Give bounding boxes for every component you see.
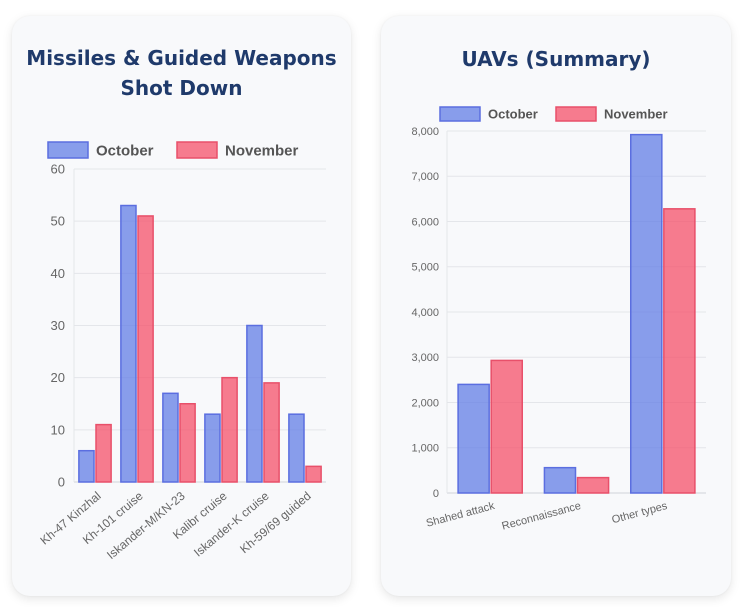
uavs-bar-november-other-types[interactable] bbox=[663, 208, 696, 494]
uavs-legend-swatch-november[interactable] bbox=[555, 106, 597, 122]
missiles-y-tick-label: 40 bbox=[51, 266, 65, 281]
missiles-bar-november-kalibr-cruise[interactable] bbox=[221, 376, 238, 483]
missiles-bar-november-iskander-m-kn-23[interactable] bbox=[179, 403, 196, 483]
missiles-legend-label-october[interactable]: October bbox=[96, 142, 154, 159]
uavs-x-tick-label: Shahed attack bbox=[425, 500, 497, 530]
missiles-y-tick-label: 30 bbox=[51, 318, 65, 333]
uavs-y-tick-label: 1,000 bbox=[411, 443, 439, 455]
uavs-y-tick-label: 4,000 bbox=[411, 307, 439, 319]
uavs-y-tick-label: 8,000 bbox=[411, 126, 439, 138]
uavs-y-tick-label: 3,000 bbox=[411, 352, 439, 364]
missiles-y-tick-label: 10 bbox=[51, 422, 65, 437]
uavs-y-tick-label: 2,000 bbox=[411, 397, 439, 409]
uavs-legend-label-november[interactable]: November bbox=[604, 107, 668, 122]
missiles-chart-card: Missiles & Guided Weapons Shot Down bbox=[12, 16, 351, 596]
uavs-bar-october-reconnaissance[interactable] bbox=[543, 466, 577, 494]
uavs-x-tick-label: Reconnaissance bbox=[501, 500, 583, 533]
missiles-bar-november-kh-101-cruise[interactable] bbox=[137, 215, 154, 483]
uavs-bar-november-shahed-attack[interactable] bbox=[490, 359, 523, 494]
uavs-chart-title: UAVs (Summary) bbox=[461, 47, 651, 71]
missiles-y-tick-label: 50 bbox=[51, 214, 65, 229]
uavs-bar-november-reconnaissance[interactable] bbox=[576, 476, 610, 494]
missiles-bar-november-kh-47-kinzhal[interactable] bbox=[95, 423, 112, 483]
missiles-bar-november-iskander-k-cruise[interactable] bbox=[263, 382, 280, 483]
missiles-bar-october-kh-59-69-guided[interactable] bbox=[288, 413, 305, 483]
uavs-x-tick-label: Other types bbox=[611, 500, 670, 526]
missiles-bar-october-iskander-k-cruise[interactable] bbox=[246, 324, 263, 483]
uavs-y-tick-label: 5,000 bbox=[411, 262, 439, 274]
uavs-legend-swatch-october[interactable] bbox=[439, 106, 481, 122]
uavs-bar-october-shahed-attack[interactable] bbox=[457, 383, 490, 494]
missiles-y-tick-label: 60 bbox=[51, 162, 65, 177]
missiles-y-tick-label: 0 bbox=[58, 475, 65, 490]
missiles-chart-title: Missiles & Guided Weapons Shot Down bbox=[26, 46, 337, 100]
missiles-legend-swatch-october[interactable] bbox=[47, 141, 89, 159]
missiles-bar-october-kalibr-cruise[interactable] bbox=[204, 413, 221, 483]
missiles-y-tick-label: 20 bbox=[51, 370, 65, 385]
uavs-y-tick-label: 6,000 bbox=[411, 216, 439, 228]
uavs-legend-label-october[interactable]: October bbox=[488, 107, 538, 122]
uavs-y-tick-label: 0 bbox=[433, 488, 439, 500]
missiles-bar-october-kh-47-kinzhal[interactable] bbox=[78, 449, 95, 483]
missiles-bar-october-kh-101-cruise[interactable] bbox=[120, 204, 137, 483]
missiles-bar-november-kh-59-69-guided[interactable] bbox=[305, 465, 322, 483]
missiles-legend-swatch-november[interactable] bbox=[176, 141, 218, 159]
missiles-legend-label-november[interactable]: November bbox=[225, 142, 299, 159]
uavs-bar-october-other-types[interactable] bbox=[630, 133, 663, 494]
missiles-bar-october-iskander-m-kn-23[interactable] bbox=[162, 392, 179, 483]
uavs-y-tick-label: 7,000 bbox=[411, 171, 439, 183]
